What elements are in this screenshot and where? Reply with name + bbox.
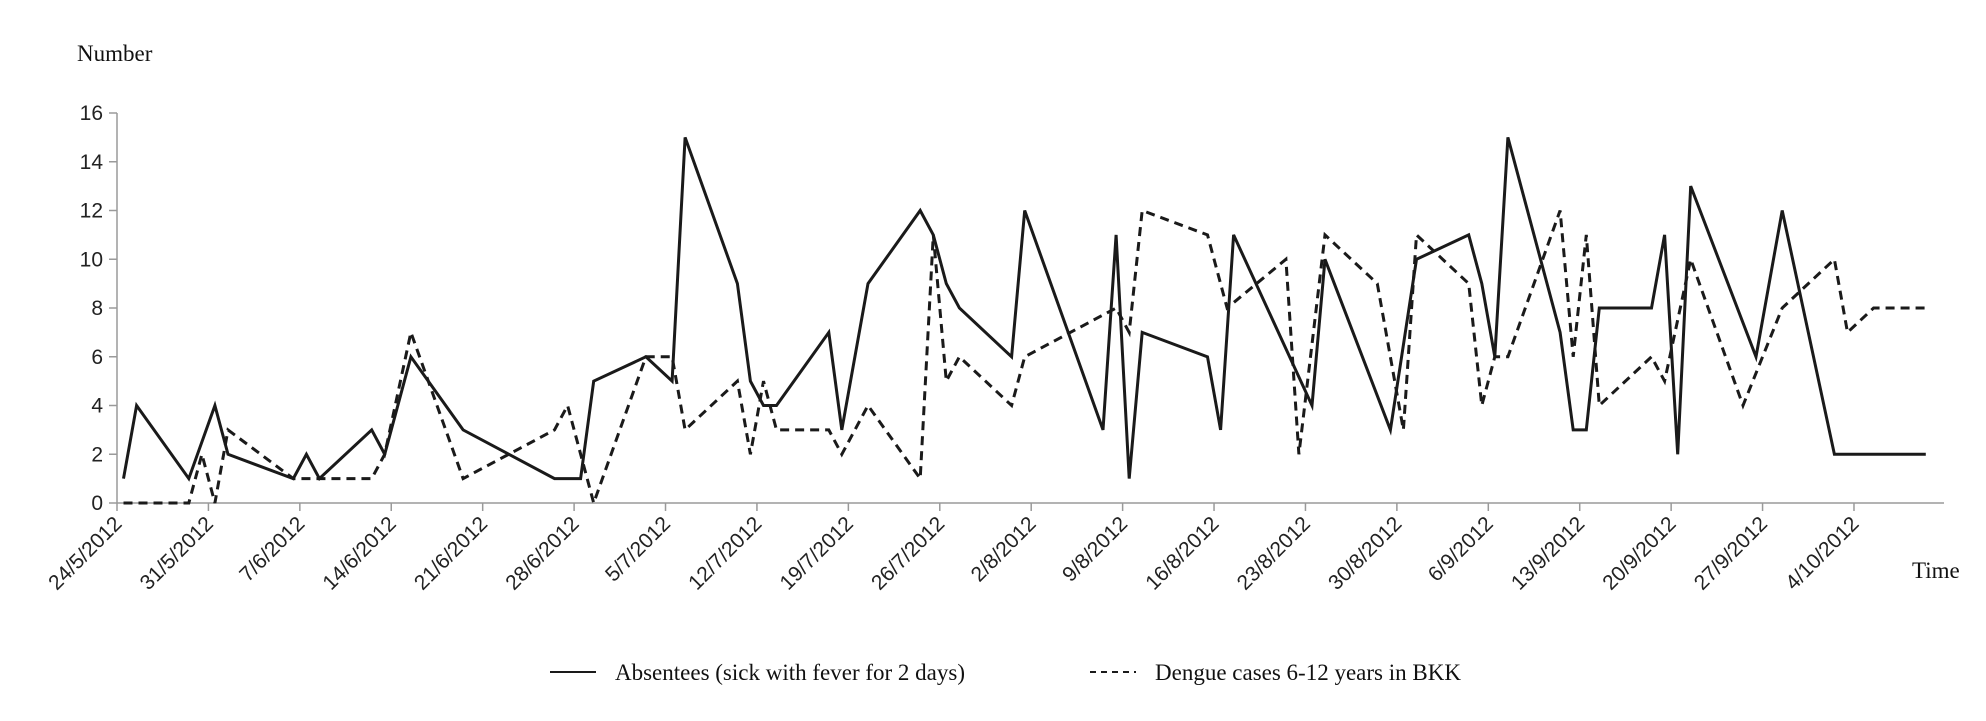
series-line-dengue xyxy=(123,208,1926,509)
legend: Absentees (sick with fever for 2 days) D… xyxy=(550,660,1461,685)
x-tick-label: 5/7/2012 xyxy=(601,512,675,586)
y-tick-label: 10 xyxy=(80,248,103,271)
legend-label-absentees: Absentees (sick with fever for 2 days) xyxy=(615,660,965,685)
x-tick-label: 4/10/2012 xyxy=(1781,512,1863,594)
legend-label-dengue: Dengue cases 6-12 years in BKK xyxy=(1155,660,1461,685)
y-tick-label: 14 xyxy=(80,151,104,174)
x-tick-label: 14/6/2012 xyxy=(318,512,400,594)
y-tick-label: 4 xyxy=(91,395,103,418)
y-tick-label: 16 xyxy=(80,102,103,125)
y-tick-label: 2 xyxy=(91,443,103,466)
x-tick-label: 21/6/2012 xyxy=(410,512,492,594)
x-tick-label: 19/7/2012 xyxy=(776,512,858,594)
x-tick-label: 31/5/2012 xyxy=(136,512,218,594)
x-tick-label: 2/8/2012 xyxy=(967,512,1041,586)
y-tick-label: 6 xyxy=(91,346,103,369)
x-tick-label: 30/8/2012 xyxy=(1324,512,1406,594)
y-tick-label: 0 xyxy=(91,492,103,515)
x-tick-label: 24/5/2012 xyxy=(44,512,126,594)
x-tick-label: 20/9/2012 xyxy=(1598,512,1680,594)
x-tick-label: 28/6/2012 xyxy=(501,512,583,594)
x-tick-label: 12/7/2012 xyxy=(684,512,766,594)
x-tick-label: 16/8/2012 xyxy=(1141,512,1223,594)
y-tick-label: 12 xyxy=(80,200,103,223)
x-tick-label: 13/9/2012 xyxy=(1507,512,1589,594)
x-tick-label: 23/8/2012 xyxy=(1233,512,1315,594)
x-tick-label: 27/9/2012 xyxy=(1690,512,1772,594)
x-tick-label: 26/7/2012 xyxy=(867,512,949,594)
series-line-absentees xyxy=(122,136,1926,482)
x-axis-label: Time xyxy=(1912,558,1960,583)
y-tick-label: 8 xyxy=(91,297,103,320)
series-lines xyxy=(122,136,1926,509)
x-tick-label: 9/8/2012 xyxy=(1058,512,1132,586)
y-axis-label: Number xyxy=(77,41,153,66)
x-tick-label: 6/9/2012 xyxy=(1424,512,1498,586)
x-tick-label: 7/6/2012 xyxy=(235,512,309,586)
